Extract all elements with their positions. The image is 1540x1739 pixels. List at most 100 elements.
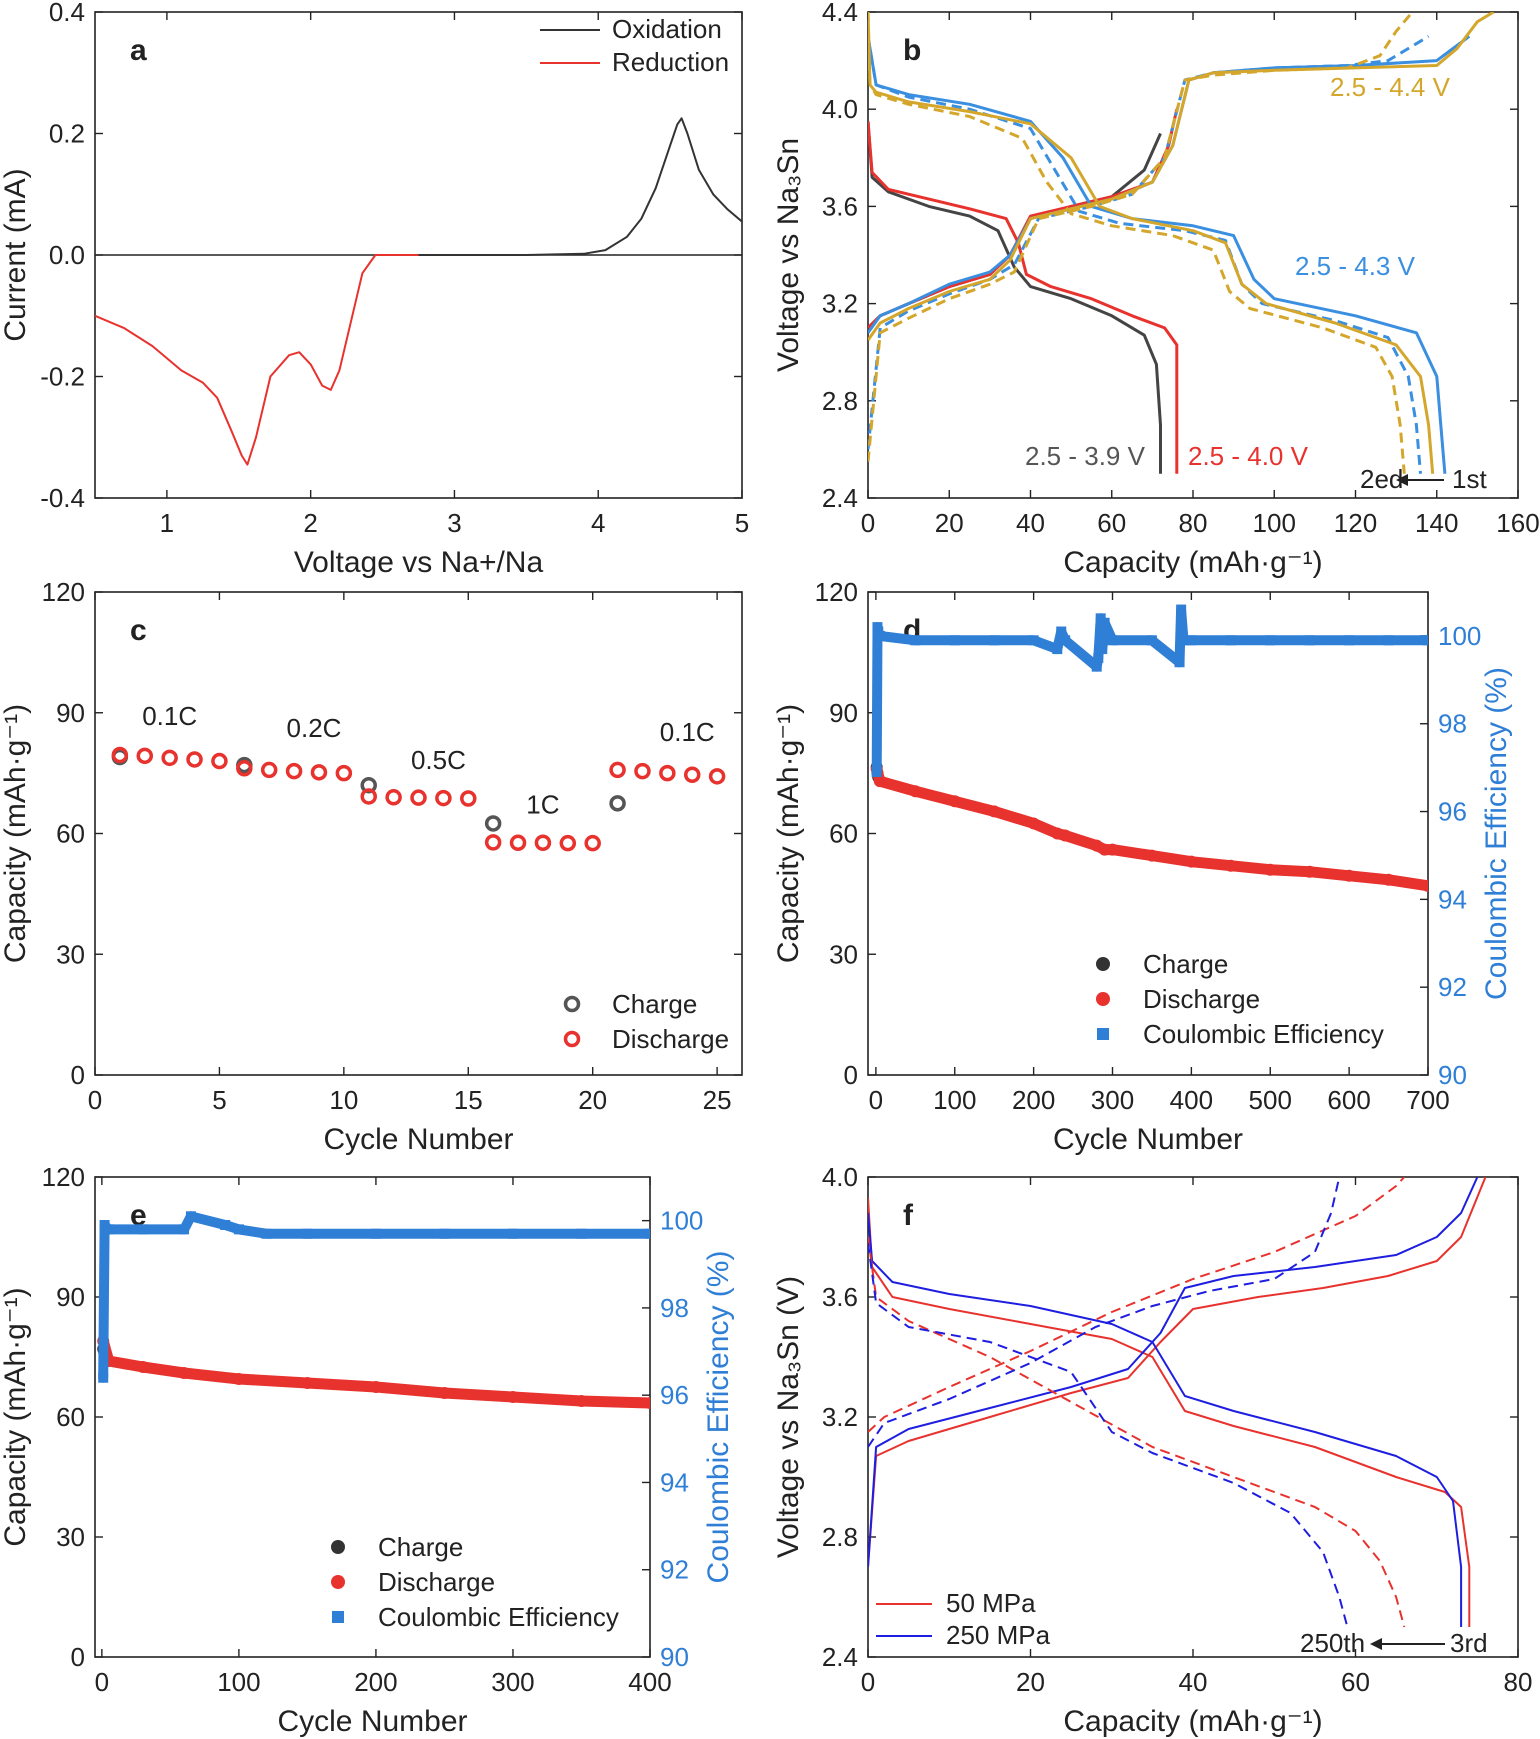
x-tick-label: 160 [1496, 508, 1539, 538]
x-tick-label: 60 [1097, 508, 1126, 538]
legend-marker [1096, 992, 1110, 1006]
data-point [910, 635, 921, 646]
data-point [683, 766, 701, 783]
y-tick-label: 3.2 [822, 289, 858, 319]
y-tick-label: 0.4 [49, 0, 85, 27]
x-tick-label: 400 [628, 1667, 671, 1697]
y-tick-label: 0 [71, 1060, 85, 1090]
data-point [179, 1224, 190, 1235]
x-tick-label: 100 [1253, 508, 1296, 538]
y-tick-label: -0.2 [40, 362, 85, 392]
data-point [484, 815, 502, 832]
rate-label: 0.5C [411, 745, 466, 775]
data-point [1343, 869, 1356, 882]
x-axis-label: Cycle Number [323, 1123, 513, 1156]
legend-label: Charge [378, 1532, 463, 1562]
x-tick-label: 15 [454, 1085, 483, 1115]
rate-label: 0.1C [660, 717, 715, 747]
data-point [360, 788, 377, 805]
data-point [506, 1391, 519, 1403]
data-point [385, 789, 402, 806]
x-tick-label: 3 [447, 508, 461, 538]
series-line [868, 12, 1414, 462]
data-point [1097, 644, 1108, 655]
data-point [509, 834, 527, 852]
y2-tick-label: 92 [660, 1555, 689, 1585]
annotation-label: 2.5 - 4.3 V [1295, 251, 1416, 281]
x-axis-label: Capacity (mAh·g⁻¹) [1063, 1705, 1322, 1738]
legend-marker [331, 1575, 345, 1589]
legend-marker [332, 1611, 344, 1623]
data-point [659, 764, 676, 782]
y2-tick-label: 94 [1438, 884, 1467, 914]
data-point [1052, 644, 1063, 655]
x-tick-label: 100 [933, 1085, 976, 1115]
annotation-label: 2ed [1360, 464, 1403, 494]
y-tick-label: 90 [56, 1282, 85, 1312]
data-point [534, 834, 552, 852]
y-axis-label: Voltage vs Na₃Sn (V) [772, 1276, 805, 1558]
x-tick-label: 200 [1012, 1085, 1055, 1115]
legend-marker [563, 995, 581, 1013]
data-point [644, 1397, 650, 1409]
legend-label: Coulombic Efficiency [1143, 1019, 1384, 1049]
data-point [302, 1228, 313, 1239]
y2-tick-label: 94 [660, 1467, 689, 1497]
y-tick-label: 60 [56, 819, 85, 849]
data-point [1059, 829, 1072, 842]
data-point [609, 761, 626, 779]
panel-b: 0 20 40 60 80 100 120 140 160 2.4 2.8 3.2 3.6 4.0 4.4 C… [772, 0, 1540, 579]
data-point [185, 1211, 196, 1222]
series-line [868, 12, 1435, 474]
series-line [868, 1177, 1487, 1568]
data-point [1174, 657, 1185, 668]
series-line [95, 254, 419, 466]
data-point [1186, 635, 1197, 646]
y-tick-label: 4.0 [822, 94, 858, 124]
data-point [1176, 604, 1187, 615]
series-line [868, 121, 1162, 474]
data-point [1178, 635, 1189, 646]
plot-area [95, 117, 742, 466]
data-point [1185, 855, 1198, 868]
x-tick-label: 140 [1415, 508, 1458, 538]
plot-area [868, 12, 1495, 474]
data-point [460, 790, 477, 807]
x-axis-label: Voltage vs Na+/Na [294, 546, 544, 579]
data-point [1106, 843, 1119, 856]
data-point [438, 1387, 451, 1399]
y-axis-label: Current (mA) [0, 168, 32, 341]
y-tick-label: 90 [829, 698, 858, 728]
x-tick-label: 120 [1334, 508, 1377, 538]
data-point [1107, 635, 1118, 646]
y-tick-label: 2.8 [822, 1522, 858, 1552]
data-point [1344, 635, 1355, 646]
series-band [871, 604, 1428, 777]
annotation-label: 2.5 - 3.9 V [1025, 441, 1146, 471]
series-line [868, 121, 1179, 474]
data-point [874, 630, 885, 641]
data-point [1093, 652, 1104, 663]
data-point [634, 762, 651, 780]
data-point [261, 1228, 272, 1239]
x-tick-label: 2 [303, 508, 317, 538]
series-line [868, 36, 1447, 474]
legend-label: Coulombic Efficiency [378, 1602, 619, 1632]
annotation-label: 2.5 - 4.0 V [1188, 441, 1309, 471]
x-tick-label: 0 [869, 1085, 883, 1115]
x-tick-label: 80 [1179, 508, 1208, 538]
y2-tick-label: 90 [660, 1642, 689, 1672]
x-tick-label: 700 [1406, 1085, 1449, 1115]
y-tick-label: 90 [56, 698, 85, 728]
legend-label: Reduction [612, 47, 729, 77]
y-tick-label: 120 [815, 577, 858, 607]
data-point [439, 1228, 450, 1239]
data-point [136, 747, 154, 765]
data-point [1265, 635, 1276, 646]
annotation-label: 250th [1300, 1628, 1365, 1658]
x-tick-label: 400 [1170, 1085, 1213, 1115]
y-axis-label: Capacity (mAh·g⁻¹) [772, 704, 805, 963]
y-tick-label: 0.2 [49, 119, 85, 149]
data-point [370, 1228, 381, 1239]
